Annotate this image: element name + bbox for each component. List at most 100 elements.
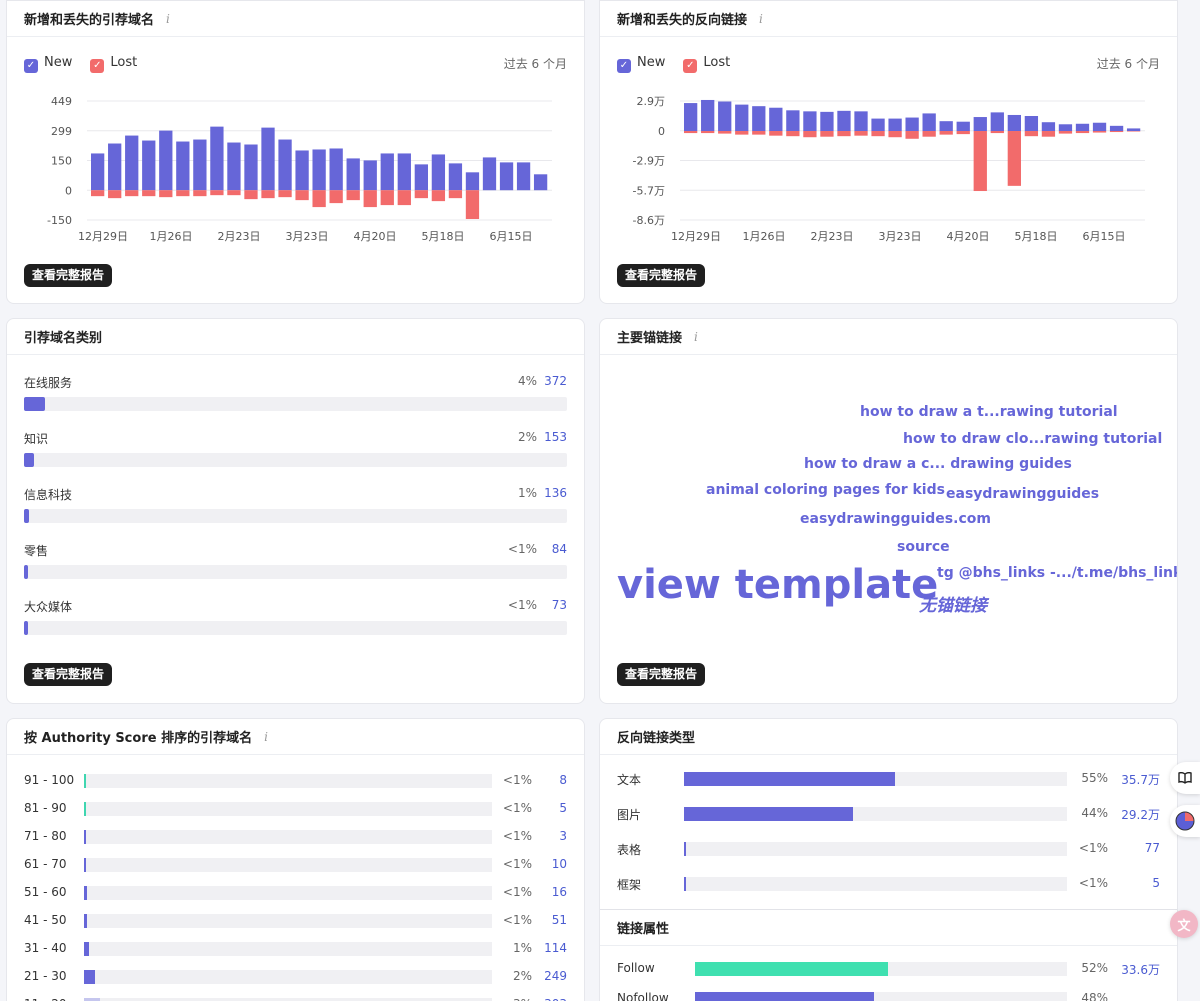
authority-row[interactable]: 41 - 50 <1% 51: [24, 911, 567, 931]
lost-bar[interactable]: [905, 131, 919, 139]
anchor-word[interactable]: easydrawingguides: [946, 486, 1100, 502]
legend-new[interactable]: ✓ New: [24, 55, 72, 73]
link-attribute-row[interactable]: Follow 52% 33.6万: [617, 959, 1160, 979]
category-count[interactable]: 73: [551, 598, 567, 612]
lost-bar[interactable]: [448, 190, 463, 199]
lost-bar[interactable]: [1041, 131, 1056, 137]
new-bar[interactable]: [1126, 128, 1141, 132]
authority-count[interactable]: 51: [551, 913, 567, 927]
category-count[interactable]: 153: [544, 430, 567, 444]
new-bar[interactable]: [142, 140, 156, 191]
assistant-avatar-icon[interactable]: [1170, 805, 1200, 837]
new-bar[interactable]: [261, 127, 275, 191]
new-bar[interactable]: [499, 162, 514, 191]
info-icon[interactable]: i: [694, 329, 698, 344]
new-bar[interactable]: [312, 149, 326, 191]
new-bar[interactable]: [176, 141, 190, 191]
lost-bar[interactable]: [91, 190, 105, 197]
anchor-word[interactable]: easydrawingguides.com: [800, 511, 991, 527]
lost-bar[interactable]: [701, 131, 715, 134]
lost-bar[interactable]: [1058, 131, 1073, 134]
new-bar[interactable]: [431, 154, 446, 191]
translate-icon[interactable]: 文: [1170, 910, 1198, 938]
new-bar[interactable]: [278, 139, 292, 191]
new-bar[interactable]: [1075, 123, 1090, 132]
lost-bar[interactable]: [803, 131, 817, 138]
backlink-type-count[interactable]: 5: [1152, 876, 1160, 890]
new-bar[interactable]: [295, 150, 309, 191]
new-bar[interactable]: [346, 158, 360, 191]
legend-lost[interactable]: ✓ Lost: [90, 55, 137, 73]
lost-bar[interactable]: [769, 131, 783, 136]
authority-row[interactable]: 11 - 20 3% 303: [24, 995, 567, 1001]
new-bar[interactable]: [922, 113, 936, 132]
lost-bar[interactable]: [990, 131, 1004, 134]
new-bar[interactable]: [125, 135, 139, 191]
lost-bar[interactable]: [431, 190, 446, 202]
new-bar[interactable]: [244, 144, 258, 191]
new-bar[interactable]: [888, 118, 902, 132]
checkbox-checked-icon[interactable]: ✓: [24, 59, 38, 73]
backlink-type-row[interactable]: 文本 55% 35.7万: [617, 769, 1160, 789]
new-bar[interactable]: [448, 163, 463, 191]
lost-bar[interactable]: [973, 131, 987, 192]
new-bar[interactable]: [905, 117, 919, 132]
authority-row[interactable]: 61 - 70 <1% 10: [24, 855, 567, 875]
checkbox-checked-icon[interactable]: ✓: [683, 59, 698, 73]
lost-bar[interactable]: [363, 190, 377, 208]
new-bar[interactable]: [516, 162, 531, 191]
view-full-report-button[interactable]: 查看完整报告: [24, 663, 113, 686]
lost-bar[interactable]: [956, 131, 970, 135]
lost-bar[interactable]: [312, 190, 326, 208]
lost-bar[interactable]: [465, 190, 480, 220]
new-bar[interactable]: [1041, 122, 1056, 132]
lost-bar[interactable]: [922, 131, 936, 137]
authority-count[interactable]: 114: [544, 941, 567, 955]
lost-bar[interactable]: [820, 131, 834, 137]
lost-bar[interactable]: [346, 190, 360, 201]
info-icon[interactable]: i: [264, 729, 268, 744]
authority-row[interactable]: 31 - 40 1% 114: [24, 939, 567, 959]
new-bar[interactable]: [227, 142, 241, 191]
lost-bar[interactable]: [837, 131, 851, 137]
backlink-type-count[interactable]: 77: [1144, 841, 1160, 855]
authority-count[interactable]: 16: [551, 885, 567, 899]
authority-row[interactable]: 51 - 60 <1% 16: [24, 883, 567, 903]
category-row[interactable]: 在线服务 4% 372: [24, 374, 567, 414]
new-bar[interactable]: [871, 118, 885, 132]
lost-bar[interactable]: [1075, 131, 1090, 134]
new-bar[interactable]: [735, 104, 749, 132]
new-bar[interactable]: [1024, 116, 1039, 132]
category-count[interactable]: 84: [551, 542, 567, 556]
backlink-type-count[interactable]: 35.7万: [1121, 773, 1160, 787]
lost-bar[interactable]: [142, 190, 156, 197]
anchor-word[interactable]: tg @bhs_links -.../t.me/bhs_links: [937, 565, 1178, 581]
lost-bar[interactable]: [227, 190, 241, 196]
view-full-report-button[interactable]: 查看完整报告: [24, 264, 113, 287]
new-bar[interactable]: [752, 106, 766, 132]
category-row[interactable]: 零售 <1% 84: [24, 542, 567, 582]
new-bar[interactable]: [990, 112, 1004, 132]
backlink-type-count[interactable]: 29.2万: [1121, 808, 1160, 822]
category-count[interactable]: 136: [544, 486, 567, 500]
category-row[interactable]: 大众媒体 <1% 73: [24, 598, 567, 638]
new-bar[interactable]: [91, 153, 105, 191]
lost-bar[interactable]: [176, 190, 190, 197]
lost-bar[interactable]: [684, 131, 698, 134]
anchor-word[interactable]: how to draw clo...rawing tutorial: [903, 431, 1163, 447]
lost-bar[interactable]: [1092, 131, 1107, 133]
authority-row[interactable]: 91 - 100 <1% 8: [24, 771, 567, 791]
lost-bar[interactable]: [854, 131, 868, 136]
new-bar[interactable]: [837, 110, 851, 132]
new-bar[interactable]: [363, 160, 377, 191]
lost-bar[interactable]: [397, 190, 411, 206]
authority-count[interactable]: 3: [559, 829, 567, 843]
anchor-word[interactable]: how to draw a c... drawing guides: [804, 456, 1072, 472]
authority-row[interactable]: 71 - 80 <1% 3: [24, 827, 567, 847]
view-full-report-button[interactable]: 查看完整报告: [617, 663, 706, 686]
new-bar[interactable]: [397, 153, 411, 191]
anchor-word[interactable]: how to draw a t...rawing tutorial: [860, 404, 1118, 420]
view-full-report-button[interactable]: 查看完整报告: [617, 264, 706, 287]
new-bar[interactable]: [533, 174, 548, 191]
checkbox-checked-icon[interactable]: ✓: [90, 59, 105, 73]
